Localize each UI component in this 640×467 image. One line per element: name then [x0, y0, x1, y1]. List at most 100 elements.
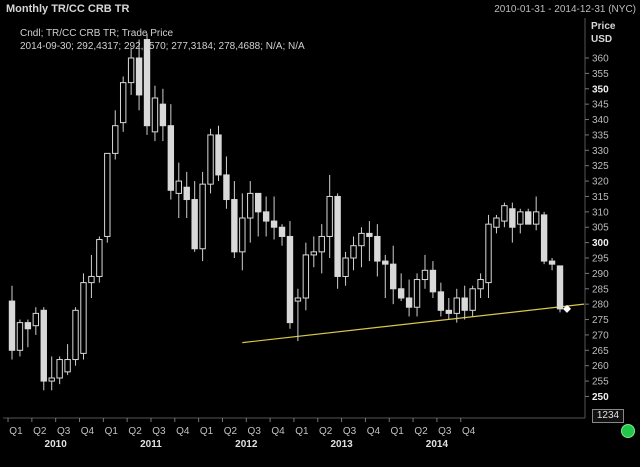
candle-body-up — [96, 239, 103, 277]
price-tick-label: 285 — [592, 284, 609, 295]
price-tick-label: 265 — [592, 346, 609, 357]
status-indicator-icon[interactable] — [621, 424, 635, 438]
candle-body-down — [278, 226, 286, 237]
price-tick-label: 300 — [592, 238, 609, 249]
year-label: 2014 — [426, 439, 449, 450]
quarter-label: Q2 — [414, 426, 428, 437]
candle-body-down — [540, 214, 548, 262]
price-tick-label: 315 — [592, 192, 609, 203]
price-axis-title: Price USD — [591, 20, 615, 46]
price-tick-label: 345 — [592, 100, 609, 111]
candle-body-down — [191, 199, 198, 250]
candle-body-down — [223, 174, 230, 201]
price-tick-label: 260 — [592, 361, 609, 372]
candle-body-up — [485, 223, 492, 284]
price-tick-label: 290 — [592, 269, 609, 280]
candle-body-up — [294, 297, 302, 302]
candle-body-up — [112, 125, 119, 154]
candle-body-up — [16, 322, 24, 351]
candle-body-down — [405, 297, 413, 308]
candle-body-down — [270, 220, 278, 228]
candle-body-down — [525, 211, 532, 225]
candle-body-up — [119, 82, 127, 124]
candle-body-up — [469, 288, 476, 311]
candle-body-up — [239, 217, 246, 253]
candle-body-up — [342, 257, 349, 277]
candle-body-up — [175, 180, 182, 194]
price-tick-label: 360 — [592, 54, 609, 65]
quarter-label: Q3 — [248, 426, 262, 437]
candle-body-up — [151, 97, 159, 133]
candle-body-down — [334, 195, 341, 277]
quarter-label: Q1 — [391, 426, 405, 437]
candle-body-down — [445, 309, 453, 314]
candle-body-down — [183, 186, 190, 201]
price-axis-label: Price — [591, 21, 616, 32]
support-trendline — [242, 303, 585, 344]
candle-body-up — [358, 232, 365, 247]
quarter-label: Q3 — [57, 426, 71, 437]
chart-title: Monthly TR/CC CRB TR — [6, 3, 130, 15]
candle-body-down — [366, 232, 373, 237]
candle-body-up — [302, 254, 310, 299]
price-tick-label: 255 — [592, 377, 609, 388]
quarter-label: Q3 — [343, 426, 357, 437]
candle-body-down — [556, 265, 564, 310]
candle-body-down — [8, 300, 16, 351]
year-label: 2013 — [330, 439, 353, 450]
legend: Cndl; TR/CC CRB TR; Trade Price 2014-09-… — [20, 27, 305, 53]
candle-body-up — [413, 279, 421, 308]
candle-body-up — [493, 217, 500, 228]
quarter-label: Q2 — [319, 426, 333, 437]
candle-body-up — [127, 57, 135, 84]
candle-body-up — [72, 309, 79, 361]
price-tick-label: 310 — [592, 207, 609, 218]
candle-body-up — [477, 279, 484, 290]
candle-body-up — [207, 134, 214, 185]
quarter-label: Q4 — [367, 426, 381, 437]
date-range[interactable]: 2010-01-31 - 2014-12-31 (NYC) — [494, 4, 636, 15]
quarter-label: Q2 — [33, 426, 47, 437]
last-price-marker-icon — [563, 304, 571, 313]
quarter-label: Q3 — [438, 426, 452, 437]
candle-body-up — [56, 359, 63, 379]
candle-body-down — [215, 134, 222, 176]
candle-body-down — [397, 288, 405, 299]
candle-body-up — [247, 192, 254, 219]
price-tick-label: 335 — [592, 130, 609, 141]
year-label: 2011 — [140, 439, 162, 450]
candle-body-up — [501, 205, 508, 222]
quarter-label: Q1 — [295, 426, 309, 437]
candle-body-down — [548, 260, 556, 265]
price-tick-label: 270 — [592, 330, 609, 341]
price-tick-label: 280 — [592, 300, 609, 311]
candle-body-up — [80, 282, 87, 354]
candle-body-up — [64, 359, 71, 373]
candle-body-up — [421, 269, 429, 281]
price-tick-label: 330 — [592, 146, 609, 157]
quarter-label: Q1 — [105, 426, 119, 437]
candle-body-down — [509, 208, 516, 228]
candle-body-down — [390, 263, 397, 290]
quarter-label: Q2 — [128, 426, 142, 437]
quarter-label: Q4 — [271, 426, 285, 437]
year-label: 2012 — [235, 439, 258, 450]
quarter-label: Q4 — [176, 426, 190, 437]
candle-body-down — [461, 297, 468, 311]
quarter-label: Q4 — [462, 426, 476, 437]
candle-body-down — [24, 322, 32, 330]
candle-body-down — [286, 235, 294, 324]
candle-body-up — [517, 211, 524, 225]
candle-body-up — [104, 152, 111, 237]
candle-body-down — [262, 211, 270, 222]
value-box[interactable]: 1234 — [592, 409, 624, 423]
candle-body-up — [350, 245, 357, 259]
price-tick-label: 275 — [592, 315, 609, 326]
price-tick-label: 305 — [592, 223, 609, 234]
candle-body-up — [453, 297, 460, 314]
candle-body-down — [231, 199, 238, 253]
candle-body-up — [318, 235, 325, 253]
price-tick-label: 295 — [592, 254, 609, 265]
candle-body-down — [167, 125, 175, 191]
